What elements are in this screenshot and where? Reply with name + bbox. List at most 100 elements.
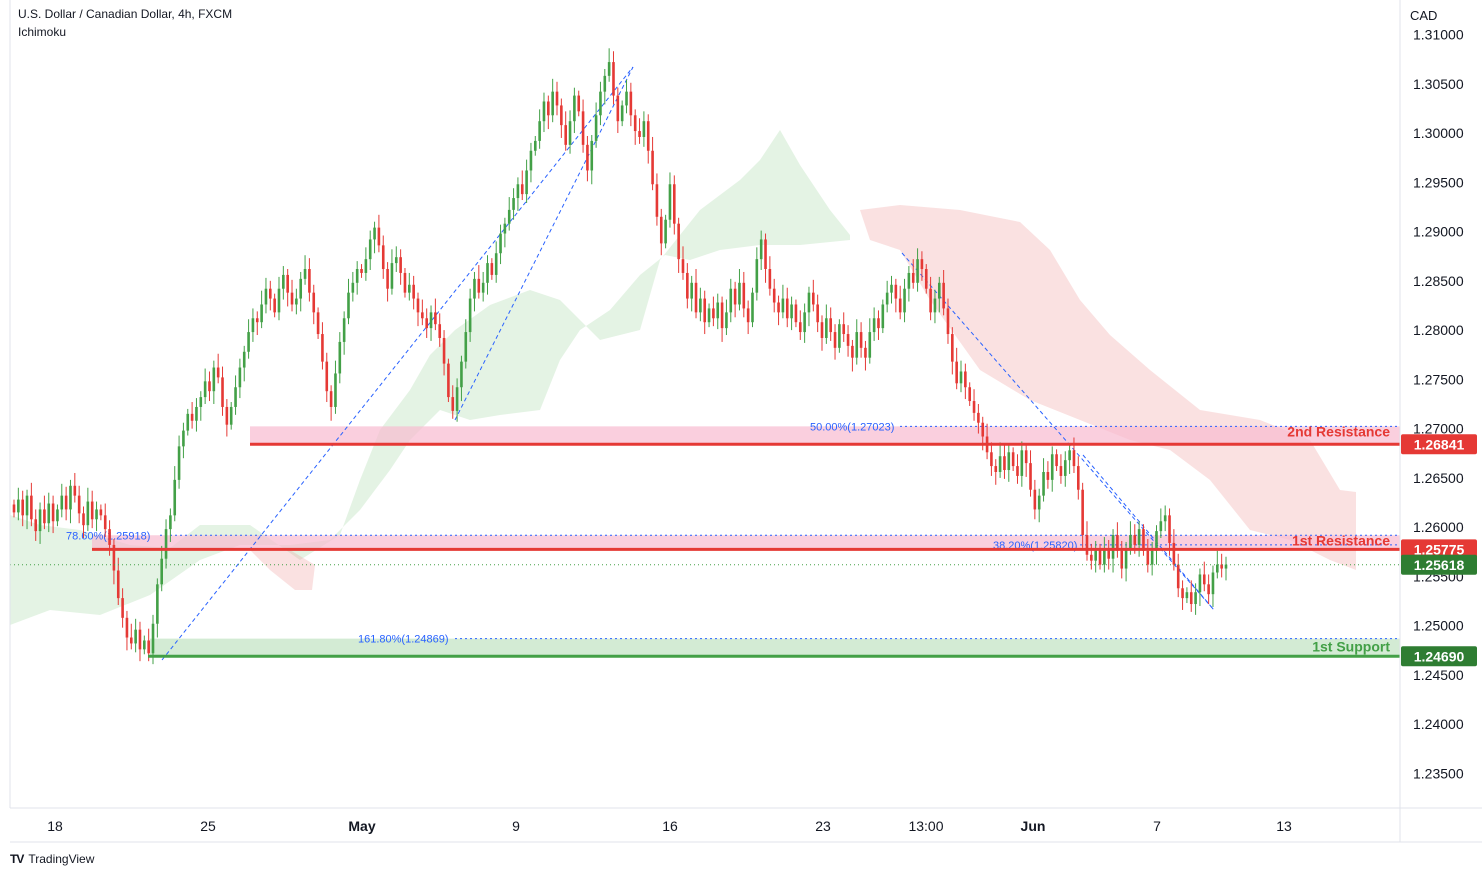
candle-body bbox=[625, 91, 628, 106]
candle-body bbox=[481, 282, 485, 293]
candle-body bbox=[1189, 592, 1193, 605]
y-tick-label: 1.29500 bbox=[1413, 174, 1464, 190]
level-price-tag-text: 1.26841 bbox=[1414, 436, 1465, 452]
candle-body bbox=[573, 95, 576, 122]
candle-body bbox=[164, 529, 168, 559]
level-name: 2nd Resistance bbox=[1287, 423, 1390, 439]
tradingview-logo-icon: TV bbox=[10, 852, 24, 866]
current-price-tag bbox=[1401, 554, 1477, 575]
candle-body bbox=[1163, 515, 1167, 522]
candle-body bbox=[464, 332, 468, 362]
candle-body bbox=[981, 422, 985, 437]
candle-body bbox=[1042, 471, 1045, 496]
candle-body bbox=[1216, 564, 1219, 573]
candle-body bbox=[699, 298, 702, 313]
candle-body bbox=[785, 298, 789, 319]
candle-body bbox=[355, 269, 359, 283]
level-name: 1st Resistance bbox=[1292, 532, 1390, 548]
candle-body bbox=[255, 318, 259, 323]
candle-body bbox=[868, 332, 872, 358]
candle-body bbox=[364, 259, 368, 273]
candle-body bbox=[468, 298, 472, 333]
candle-body bbox=[399, 257, 402, 273]
price-tags: 1.26841 1.25775 1.24690 1.25618 bbox=[1401, 434, 1477, 667]
x-tick-label: 13:00 bbox=[908, 818, 943, 834]
candle-body bbox=[564, 125, 568, 145]
candle-body bbox=[203, 381, 207, 398]
y-tick-label: 1.28500 bbox=[1413, 273, 1464, 289]
candle-body bbox=[1150, 550, 1154, 565]
y-tick-label: 1.30500 bbox=[1413, 76, 1464, 92]
candle-body bbox=[90, 501, 94, 520]
candle-body bbox=[247, 332, 250, 352]
candle-body bbox=[920, 259, 924, 270]
candle-body bbox=[394, 257, 398, 264]
candle-body bbox=[1133, 535, 1137, 545]
candle-body bbox=[1168, 515, 1171, 543]
candle-body bbox=[772, 288, 776, 303]
candle-body bbox=[51, 503, 55, 522]
candle-body bbox=[733, 288, 737, 305]
chart-title: U.S. Dollar / Canadian Dollar, 4h, FXCM bbox=[18, 7, 233, 21]
candle-body bbox=[99, 509, 103, 516]
candle-body bbox=[777, 302, 780, 313]
candle-body bbox=[351, 282, 355, 293]
axes: 1.31000 1.30500 1.30000 1.29500 1.29000 1.285… bbox=[9, 0, 1482, 843]
candle-body bbox=[807, 292, 811, 313]
candle-body bbox=[833, 332, 837, 348]
candle-body bbox=[386, 269, 389, 289]
candle-body bbox=[77, 495, 81, 514]
candle-body bbox=[299, 278, 303, 299]
candle-body bbox=[442, 337, 446, 364]
y-tick-label: 1.26000 bbox=[1413, 519, 1464, 535]
candle-body bbox=[190, 413, 194, 421]
candle-body bbox=[764, 239, 767, 270]
candle-body bbox=[599, 91, 602, 116]
candle-body bbox=[138, 629, 142, 650]
candle-body bbox=[403, 272, 407, 293]
candle-body bbox=[451, 397, 455, 411]
candle-body bbox=[1033, 489, 1037, 510]
y-tick-label: 1.24500 bbox=[1413, 667, 1464, 683]
candle-body bbox=[177, 446, 181, 480]
candle-body bbox=[907, 272, 911, 289]
candle-body bbox=[377, 227, 381, 246]
tradingview-brand[interactable]: TV TradingView bbox=[10, 852, 94, 866]
candle-body bbox=[1059, 466, 1063, 476]
candle-body bbox=[216, 367, 220, 378]
candle-body bbox=[494, 253, 498, 275]
candle-body bbox=[720, 302, 724, 329]
candle-body bbox=[712, 308, 715, 319]
x-tick-label: Jun bbox=[1021, 818, 1046, 834]
candle-body bbox=[686, 272, 689, 299]
candle-body bbox=[885, 292, 889, 305]
candle-body bbox=[103, 515, 107, 530]
candle-body bbox=[25, 495, 29, 516]
y-tick-label: 1.27500 bbox=[1413, 371, 1464, 387]
candle-body bbox=[612, 62, 615, 96]
candle-body bbox=[924, 269, 928, 289]
candle-body bbox=[12, 504, 16, 513]
level-name: 1st Support bbox=[1312, 638, 1390, 654]
candle-body bbox=[620, 105, 624, 122]
candle-body bbox=[855, 332, 859, 358]
candle-body bbox=[1159, 521, 1163, 532]
candle-body bbox=[642, 121, 646, 137]
level-price-tag bbox=[1401, 539, 1477, 560]
y-tick-label: 1.26500 bbox=[1413, 470, 1464, 486]
candle-body bbox=[373, 227, 376, 240]
candle-body bbox=[507, 209, 511, 224]
candle-body bbox=[547, 101, 550, 116]
candle-body bbox=[729, 288, 733, 313]
candle-body bbox=[273, 298, 276, 313]
candle-body bbox=[659, 216, 663, 244]
candle-body bbox=[759, 239, 763, 260]
candle-body bbox=[173, 479, 177, 516]
y-tick-label: 1.24000 bbox=[1413, 716, 1464, 732]
candle-body bbox=[1220, 564, 1223, 569]
candle-body bbox=[877, 318, 880, 329]
candle-body bbox=[308, 269, 311, 293]
candle-body bbox=[242, 351, 246, 368]
candle-body bbox=[421, 312, 424, 319]
